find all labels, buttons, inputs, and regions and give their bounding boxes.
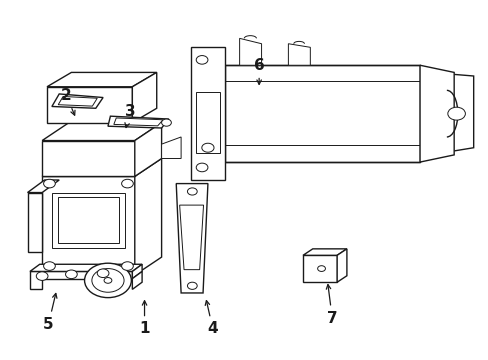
Polygon shape <box>190 47 224 180</box>
Circle shape <box>187 188 197 195</box>
Polygon shape <box>58 96 97 106</box>
Text: 3: 3 <box>124 104 135 127</box>
Polygon shape <box>42 140 135 176</box>
Polygon shape <box>195 92 220 153</box>
Circle shape <box>196 55 207 64</box>
Circle shape <box>447 107 465 120</box>
Polygon shape <box>135 123 161 176</box>
Polygon shape <box>288 44 310 65</box>
Text: 5: 5 <box>43 293 57 332</box>
Polygon shape <box>132 271 142 289</box>
Polygon shape <box>42 176 135 275</box>
Circle shape <box>65 270 77 279</box>
Circle shape <box>104 278 112 283</box>
Polygon shape <box>27 180 59 193</box>
Polygon shape <box>176 184 207 293</box>
Polygon shape <box>336 249 346 282</box>
Text: 6: 6 <box>253 58 264 84</box>
Polygon shape <box>30 264 142 271</box>
Circle shape <box>92 269 124 292</box>
Circle shape <box>187 282 197 289</box>
Text: 7: 7 <box>325 284 337 325</box>
Polygon shape <box>161 137 181 158</box>
Polygon shape <box>132 264 142 279</box>
Polygon shape <box>303 249 346 255</box>
Polygon shape <box>114 118 163 126</box>
Polygon shape <box>419 65 453 162</box>
Polygon shape <box>42 123 161 140</box>
Polygon shape <box>429 72 473 155</box>
Text: 2: 2 <box>61 88 75 115</box>
Polygon shape <box>135 158 161 275</box>
Circle shape <box>196 163 207 172</box>
Circle shape <box>122 262 133 270</box>
Circle shape <box>84 263 131 298</box>
Circle shape <box>97 269 109 278</box>
Polygon shape <box>224 65 419 162</box>
Polygon shape <box>179 205 203 270</box>
Circle shape <box>317 266 325 271</box>
Circle shape <box>36 272 48 280</box>
Polygon shape <box>239 39 261 65</box>
Polygon shape <box>52 94 103 108</box>
Polygon shape <box>30 271 132 289</box>
Polygon shape <box>303 255 336 282</box>
Polygon shape <box>52 193 125 248</box>
Circle shape <box>43 179 55 188</box>
Text: 4: 4 <box>205 301 218 336</box>
Polygon shape <box>42 158 161 176</box>
Polygon shape <box>47 87 132 123</box>
Polygon shape <box>108 116 168 128</box>
Text: 1: 1 <box>139 301 149 336</box>
Polygon shape <box>47 72 157 87</box>
Polygon shape <box>58 197 119 243</box>
Circle shape <box>122 179 133 188</box>
Circle shape <box>43 262 55 270</box>
Polygon shape <box>27 193 42 252</box>
Circle shape <box>161 119 171 126</box>
Polygon shape <box>132 72 157 123</box>
